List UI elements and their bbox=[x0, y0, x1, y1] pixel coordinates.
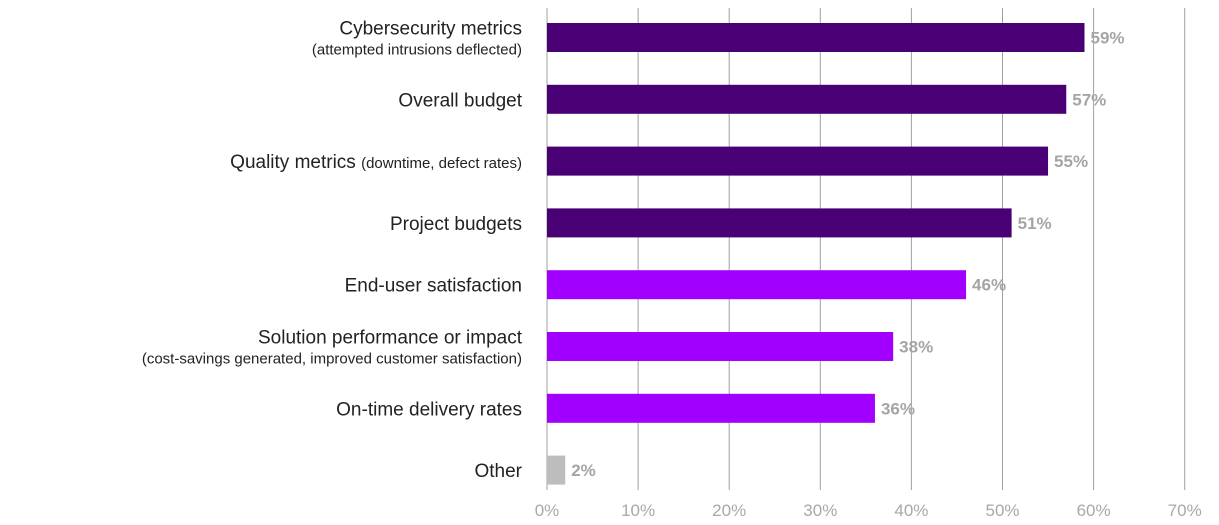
bar bbox=[547, 84, 1067, 114]
category-label: Project budgets bbox=[390, 214, 522, 235]
category-label: End-user satisfaction bbox=[345, 276, 522, 297]
category-label: On-time delivery rates bbox=[336, 399, 522, 420]
bar-value-label: 59% bbox=[1090, 29, 1124, 48]
x-tick-label: 10% bbox=[621, 501, 655, 520]
x-tick-label: 30% bbox=[803, 501, 837, 520]
x-tick-label: 60% bbox=[1077, 501, 1111, 520]
bar-value-label: 38% bbox=[899, 338, 933, 357]
category-sublabel: (attempted intrusions deflected) bbox=[312, 42, 522, 59]
x-tick-label: 0% bbox=[535, 501, 560, 520]
value-labels: 59% 57% 55% 51% 46% 38% 36% 2% bbox=[571, 29, 1124, 481]
bar bbox=[547, 455, 566, 485]
bar bbox=[547, 146, 1049, 176]
bar bbox=[547, 270, 967, 300]
category-label: Quality metrics (downtime, defect rates) bbox=[230, 152, 522, 173]
x-tick-label: 20% bbox=[712, 501, 746, 520]
bar bbox=[547, 332, 894, 361]
x-tick-label: 70% bbox=[1168, 501, 1202, 520]
bar bbox=[547, 23, 1085, 52]
bar-value-label: 57% bbox=[1072, 90, 1106, 109]
bar-value-label: 36% bbox=[881, 399, 915, 418]
bar bbox=[547, 393, 875, 423]
category-label: Overall budget bbox=[398, 90, 522, 111]
x-tick-label: 40% bbox=[894, 501, 928, 520]
category-label-main: Quality metrics bbox=[230, 152, 356, 173]
category-label: Other bbox=[474, 461, 522, 482]
category-labels: Cybersecurity metrics (attempted intrusio… bbox=[142, 19, 523, 483]
bar-value-label: 51% bbox=[1018, 214, 1052, 233]
category-sublabel: (cost-savings generated, improved custom… bbox=[142, 351, 522, 368]
bar-value-label: 55% bbox=[1054, 152, 1088, 171]
x-tick-label: 50% bbox=[985, 501, 1019, 520]
bar bbox=[547, 208, 1012, 238]
x-axis-ticks: 0% 10% 20% 30% 40% 50% 60% 70% bbox=[535, 501, 1202, 520]
category-label: Cybersecurity metrics bbox=[339, 19, 522, 40]
category-label: Solution performance or impact bbox=[258, 328, 523, 349]
bar-value-label: 2% bbox=[571, 461, 596, 480]
category-sublabel: (downtime, defect rates) bbox=[361, 155, 522, 172]
bars bbox=[547, 23, 1085, 485]
bar-value-label: 46% bbox=[972, 276, 1006, 295]
